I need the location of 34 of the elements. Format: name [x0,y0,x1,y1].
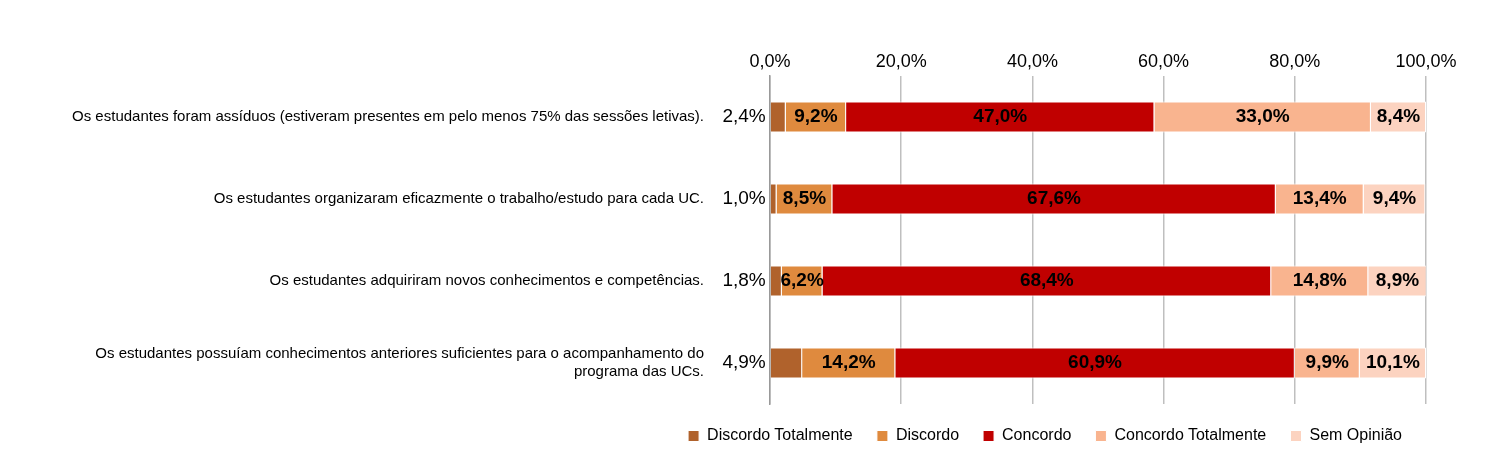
data-label: 60,9% [1068,351,1123,373]
data-label: 8,5% [782,187,827,209]
data-label: 1,0% [722,187,766,209]
x-tick-label: 100,0% [1395,51,1457,72]
data-label: 9,9% [1305,351,1350,373]
data-label: 33,0% [1235,105,1290,127]
data-label: 4,9% [722,351,766,373]
legend-label: Concordo Totalmente [1114,426,1267,444]
legend-label: Discordo [895,426,960,444]
data-label: 10,1% [1365,351,1420,373]
data-label: 8,4% [1376,105,1421,127]
data-label: 14,2% [821,351,876,373]
y-tick-label: Os estudantes possuíam conhecimentos anteriores suficientes para o acompanhamento do programa das UCs. [95,344,704,380]
data-label: 9,4% [1372,187,1417,209]
data-label: 2,4% [722,105,766,127]
x-tick-label: 20,0% [875,51,927,72]
legend-label: Concordo [1002,426,1072,444]
x-tick-label: 80,0% [1269,51,1321,72]
y-tick-label: Os estudantes organizaram eficazmente o trabalho/estudo para cada UC. [213,189,704,207]
data-label: 67,6% [1027,187,1082,209]
y-tick-label: Os estudantes adquiriram novos conhecimentos e competências. [269,271,704,289]
data-label: 14,8% [1292,269,1347,291]
data-label: 47,0% [973,105,1028,127]
x-tick-label: 60,0% [1138,51,1190,72]
data-label: 68,4% [1019,269,1074,291]
legend-label: Sem Opinião [1309,426,1403,444]
data-label: 13,4% [1292,187,1347,209]
data-label: 1,8% [722,269,766,291]
x-tick-label: 0,0% [749,51,791,72]
x-tick-label: 40,0% [1006,51,1058,72]
y-tick-label: Os estudantes foram assíduos (estiveram presentes em pelo menos 75% das sessões letivas). [72,107,704,125]
legend-label: Discordo Totalmente [707,426,853,444]
data-label: 8,9% [1375,269,1420,291]
data-label: 9,2% [794,105,838,127]
